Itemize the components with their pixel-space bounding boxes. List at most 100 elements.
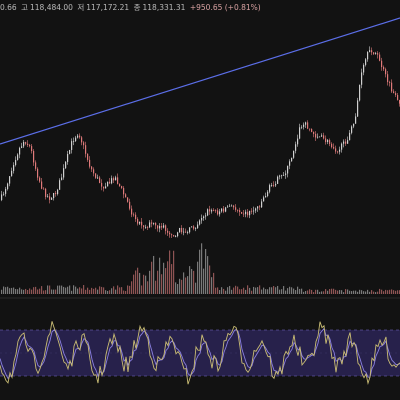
- volume-bar: [181, 279, 183, 294]
- volume-bar: [45, 290, 47, 294]
- candle-body: [235, 207, 237, 210]
- candle-body: [177, 232, 179, 237]
- candle-body: [115, 177, 117, 181]
- volume-bar: [285, 290, 287, 294]
- trendline[interactable]: [0, 17, 400, 145]
- candle-body: [165, 225, 167, 231]
- volume-bar: [41, 286, 43, 294]
- volume-bar: [327, 290, 329, 294]
- volume-bar: [267, 289, 269, 294]
- candle-body: [27, 143, 29, 145]
- volume-bar: [191, 269, 193, 294]
- high-value: 118,484.00: [30, 3, 73, 12]
- candle-body: [223, 208, 225, 212]
- volume-bar: [123, 290, 125, 294]
- volume-bar: [325, 289, 327, 294]
- volume-bar: [19, 287, 21, 294]
- volume-bar: [311, 289, 313, 294]
- volume-bar: [289, 286, 291, 294]
- volume-bar: [1, 289, 3, 294]
- candle-body: [379, 54, 381, 61]
- candle-body: [127, 197, 129, 202]
- candle-body: [99, 177, 101, 183]
- candle-body: [131, 208, 133, 215]
- volume-bar: [379, 288, 381, 294]
- volume-bar: [193, 270, 195, 294]
- volume-bar: [167, 261, 169, 294]
- volume-bar: [195, 282, 197, 294]
- volume-bar: [395, 290, 397, 294]
- candle-body: [323, 135, 325, 139]
- candle-body: [75, 137, 77, 141]
- candle-body: [219, 211, 221, 215]
- candle-body: [389, 82, 391, 83]
- volume-bar: [239, 289, 241, 294]
- volume-bar: [105, 290, 107, 294]
- volume-bar: [65, 287, 67, 294]
- volume-bar: [275, 287, 277, 294]
- candle-body: [393, 91, 395, 94]
- candle-body: [195, 227, 197, 229]
- candle-body: [41, 181, 43, 189]
- volume-bar: [117, 285, 119, 294]
- candle-body: [79, 135, 81, 138]
- volume-bar: [241, 289, 243, 294]
- candle-body: [11, 170, 13, 177]
- candle-body: [255, 208, 257, 211]
- candle-body: [285, 173, 287, 176]
- candle-body: [57, 189, 59, 194]
- volume-bar: [287, 288, 289, 294]
- candle-body: [67, 153, 69, 162]
- candle-body: [85, 145, 87, 154]
- volume-bar: [255, 287, 257, 294]
- volume-bar: [77, 288, 79, 294]
- volume-bar: [237, 286, 239, 294]
- candle-body: [331, 143, 333, 148]
- volume-bar: [115, 289, 117, 294]
- volume-bar: [63, 286, 65, 294]
- candle-body: [25, 142, 27, 144]
- volume-bar: [335, 289, 337, 294]
- candle-body: [311, 129, 313, 132]
- candle-body: [45, 188, 47, 197]
- candle-body: [187, 232, 189, 234]
- volume-bar: [71, 290, 73, 294]
- volume-bar: [389, 289, 391, 294]
- volume-bar: [179, 278, 181, 294]
- candle-body: [47, 196, 49, 198]
- candle-body: [15, 159, 17, 166]
- candle-body: [105, 186, 107, 189]
- candle-body: [69, 149, 71, 154]
- close-value: 118,331.31: [142, 3, 186, 12]
- volume-bar: [257, 287, 259, 294]
- volume-bar: [173, 250, 175, 294]
- high-label: 고: [21, 3, 28, 12]
- candle-body: [193, 226, 195, 229]
- volume-bar: [301, 288, 303, 294]
- volume-bar: [307, 290, 309, 294]
- candle-body: [123, 188, 125, 195]
- volume-bar: [143, 274, 145, 294]
- candle-body: [319, 136, 321, 138]
- candle-body: [125, 194, 127, 198]
- volume-bar: [355, 290, 357, 294]
- volume-bar: [333, 288, 335, 294]
- candle-body: [149, 222, 151, 228]
- volume-bar: [175, 282, 177, 294]
- candle-body: [155, 223, 157, 226]
- volume-bar: [17, 289, 19, 294]
- candle-body: [289, 161, 291, 166]
- candle-body: [135, 214, 137, 219]
- volume-bar: [271, 287, 273, 294]
- candle-body: [169, 232, 171, 235]
- candle-body: [31, 146, 33, 151]
- candle-body: [103, 186, 105, 189]
- candle-body: [101, 182, 103, 187]
- volume-bar: [383, 291, 385, 294]
- volume-bar: [43, 290, 45, 294]
- volume-bar: [129, 285, 131, 294]
- volume-bar: [251, 290, 253, 294]
- volume-bar: [215, 287, 217, 294]
